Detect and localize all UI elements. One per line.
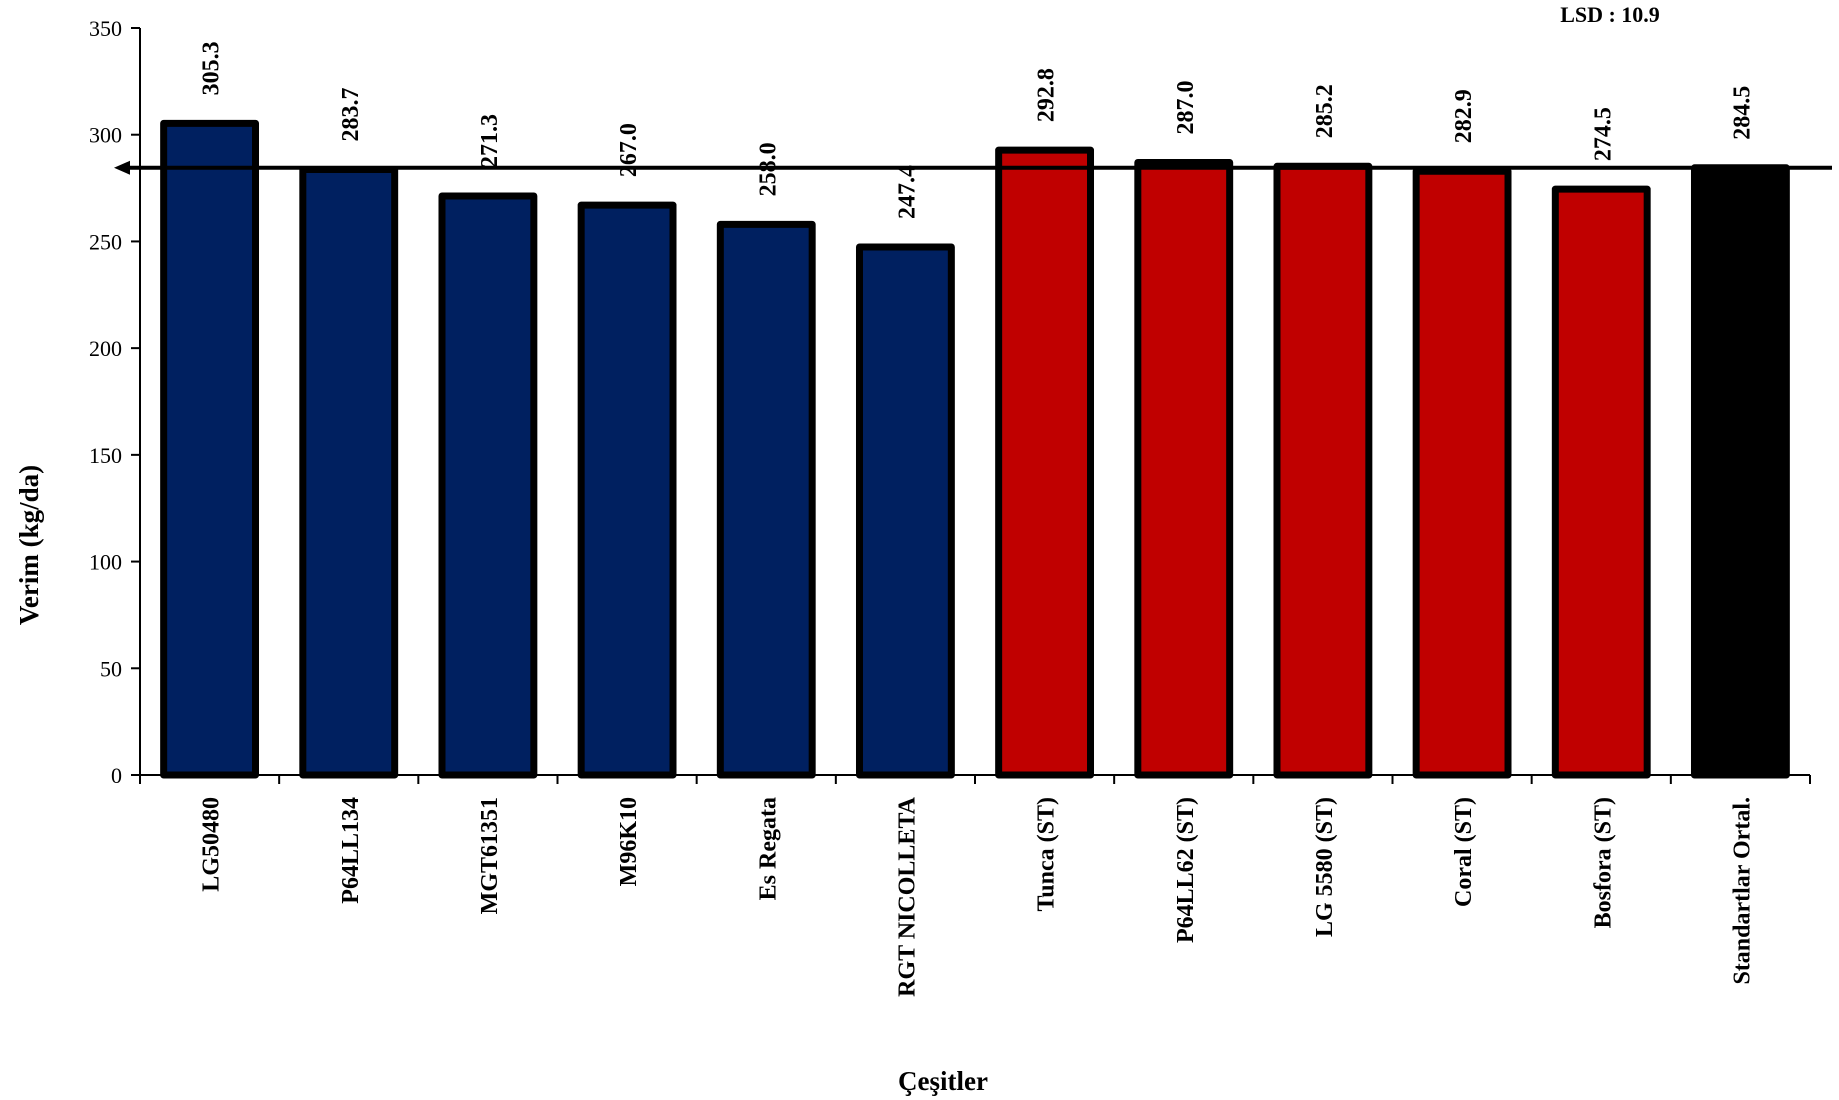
- value-label: 274.5: [1590, 107, 1616, 161]
- category-label: M96K10: [616, 797, 642, 886]
- y-tick-label: 200: [89, 336, 122, 361]
- bar: [855, 243, 955, 779]
- y-tick-label: 50: [100, 656, 122, 681]
- x-axis: [139, 774, 1811, 784]
- value-label: 285.2: [1312, 84, 1338, 138]
- value-label: 282.9: [1451, 89, 1477, 143]
- bar: [1412, 167, 1512, 779]
- value-label: 271.3: [477, 114, 503, 168]
- bar: [1273, 162, 1373, 779]
- category-label: LG 5580 (ST): [1312, 797, 1338, 937]
- category-labels: LG50480 P64LL134 MGT61351 M96K10 Es Regata RG…: [199, 796, 1756, 996]
- category-label: P64LL134: [338, 797, 364, 904]
- category-label: Es Regata: [755, 797, 781, 900]
- category-label: MGT61351: [477, 797, 503, 914]
- bar: [995, 146, 1095, 779]
- y-tick-label: 150: [89, 443, 122, 468]
- y-tick-label: 350: [89, 16, 122, 41]
- bar: [1690, 164, 1790, 779]
- y-tick-label: 250: [89, 229, 122, 254]
- value-label: 287.0: [1173, 80, 1199, 134]
- y-tick-label: 0: [111, 763, 122, 788]
- bar: [716, 220, 816, 779]
- reference-line-group: [114, 160, 1832, 175]
- value-label: 283.7: [338, 88, 364, 142]
- value-label: 284.5: [1729, 86, 1755, 140]
- category-label: Bosfora (ST): [1590, 797, 1616, 928]
- bar: [160, 119, 260, 779]
- bar: [438, 192, 538, 779]
- y-axis: 0 50 100 150 200 250 300 350: [89, 16, 141, 788]
- bar: [299, 166, 399, 779]
- reference-arrowhead: [114, 160, 130, 175]
- category-label: Tunca (ST): [1034, 797, 1060, 912]
- category-label: P64LL62 (ST): [1173, 797, 1199, 943]
- value-label: 292.8: [1034, 68, 1060, 122]
- category-label: Coral (ST): [1451, 797, 1477, 907]
- bar: [1551, 185, 1651, 779]
- y-axis-title: Verim (kg/da): [14, 465, 44, 625]
- bar: [577, 201, 677, 779]
- category-label: RGT NICOLLETA: [894, 796, 920, 996]
- y-tick-label: 300: [89, 123, 122, 148]
- y-tick-label: 100: [89, 550, 122, 575]
- bars: [160, 119, 1790, 779]
- value-label: 305.3: [199, 41, 225, 95]
- category-label: LG50480: [199, 797, 225, 892]
- x-axis-title: Çeşitler: [898, 1066, 988, 1096]
- bar: [1134, 158, 1234, 779]
- value-labels: 305.3283.7271.3267.0258.0247.4292.8287.0…: [199, 41, 1756, 219]
- lsd-annotation: LSD : 10.9: [1560, 2, 1660, 27]
- category-label: Standartlar Ortal.: [1729, 797, 1755, 985]
- value-label: 247.4: [894, 165, 920, 219]
